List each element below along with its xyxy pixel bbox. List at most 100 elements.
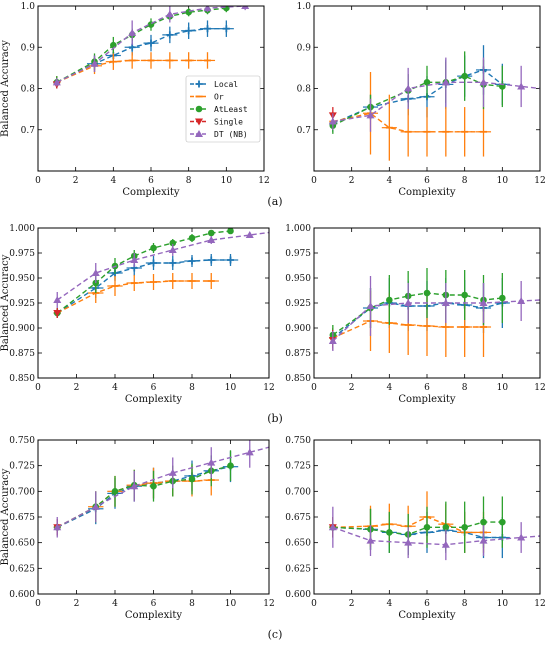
y-tick-label: 0.975 [9,249,35,259]
series-line-atleast [332,75,503,127]
y-tick-label: 0.750 [285,436,311,446]
y-tick-label: 0.650 [9,539,35,549]
series-line-local [56,466,231,528]
x-tick-label: 10 [497,383,509,393]
plot-frame [37,439,270,595]
x-tick-label: 0 [311,599,317,609]
point-dt-nb [517,533,526,541]
legend: Local Or AtLeast Single DT (NB) [185,75,261,143]
point-dt-nb [441,78,450,86]
x-tick-label: 4 [386,599,392,609]
x-axis-label: Complexity [122,187,180,198]
point-dt-nb [130,256,139,263]
x-tick-label: 10 [497,176,509,186]
point-dt-nb [91,269,100,276]
x-tick-label: 12 [534,176,545,186]
x-tick-label: 4 [110,176,116,186]
series-line-atleast [332,521,503,536]
series-line-dt-nb [56,6,259,83]
point-dt-nb [441,540,450,548]
point-dt-nb [404,538,413,546]
y-axis-label: Balanced Accuracy [0,254,11,351]
point-dt-nb [168,468,177,476]
y-tick-label: 0.9 [297,43,312,53]
point-local [207,256,215,264]
point-dt-nb [207,458,216,466]
point-atleast [442,523,450,531]
series-area [328,491,540,561]
y-tick-label: 0.675 [9,513,35,523]
series-line-dt-nb [56,231,269,301]
point-dt-nb [404,299,413,306]
y-tick-label: 0.750 [9,436,35,446]
point-dt-nb [203,6,212,12]
y-tick-label: 1.0 [21,2,36,12]
x-tick-label: 6 [424,383,430,393]
point-dt-nb [52,78,61,86]
legend-marker-single [195,118,203,126]
y-axis-label: Balanced Accuracy [0,468,11,565]
x-tick-label: 12 [534,599,545,609]
point-atleast [423,289,431,297]
point-atleast [227,228,234,235]
y-tick-label: 0.950 [9,274,35,284]
legend-marker-local [195,80,203,88]
x-tick-label: 8 [462,176,468,186]
series-line-or [56,479,212,528]
series-line-atleast [56,7,227,83]
legend-label-local: Local [214,80,238,89]
panel-caption: (b) [267,412,283,425]
x-tick-label: 2 [349,176,355,186]
x-axis-label: Complexity [125,394,183,405]
legend-label-dt-nb: DT (NB) [214,130,248,139]
plot-frame [313,439,541,595]
series-area [53,228,269,318]
y-tick-label: 0.900 [9,324,35,334]
point-atleast [207,229,215,237]
point-dt-nb [404,84,413,92]
x-tick-label: 10 [225,599,237,609]
point-local [169,259,177,267]
plot-frame [313,5,541,172]
y-tick-label: 0.625 [285,564,311,574]
x-tick-label: 8 [462,383,468,393]
point-dt-nb [91,502,100,510]
point-atleast [423,523,431,531]
y-tick-label: 0.850 [9,374,35,384]
x-tick-label: 2 [74,599,80,609]
point-dt-nb [366,302,375,309]
point-dt-nb [90,59,99,67]
x-tick-label: 6 [148,176,154,186]
panel-caption: (c) [268,628,283,641]
point-local [227,256,234,264]
y-tick-label: 0.625 [9,564,35,574]
point-dt-nb [517,82,526,90]
series-line-local [56,259,231,314]
x-tick-label: 8 [186,176,192,186]
legend-label-single: Single [214,118,243,127]
x-axis-label: Complexity [398,610,456,621]
point-atleast [150,482,157,490]
legend-label-or: Or [214,93,224,102]
point-atleast [185,8,192,16]
plot-frame [313,227,541,379]
plot-frame [37,227,270,379]
series-line-dt-nb [332,81,540,123]
y-tick-label: 1.000 [285,224,311,234]
y-tick-label: 1.0 [297,2,312,12]
panel-caption: (a) [267,195,282,208]
point-atleast [461,291,468,299]
point-local [166,31,174,39]
x-tick-label: 12 [263,599,274,609]
panel-c-left: 0 2 4 6 8 10 12 0.600 0.625 0.650 0.675 0.700 0.725 0… [0,436,275,621]
legend-label-atleast: AtLeast [214,105,248,114]
point-atleast [111,488,119,495]
legend-marker-dt-nb [195,130,203,137]
x-tick-label: 12 [258,176,269,186]
point-atleast [150,244,157,252]
x-axis-label: Complexity [125,610,183,621]
panel-a-left: 0 2 4 6 8 10 12 0.7 0.8 0.9 1.0 Complexity Balanced … [0,2,270,198]
y-tick-label: 0.700 [9,487,35,497]
point-dt-nb [328,117,337,125]
panel-b-left: 0 2 4 6 8 10 12 0.850 0.875 0.900 0.925 0.950 0.975 1… [0,224,275,405]
